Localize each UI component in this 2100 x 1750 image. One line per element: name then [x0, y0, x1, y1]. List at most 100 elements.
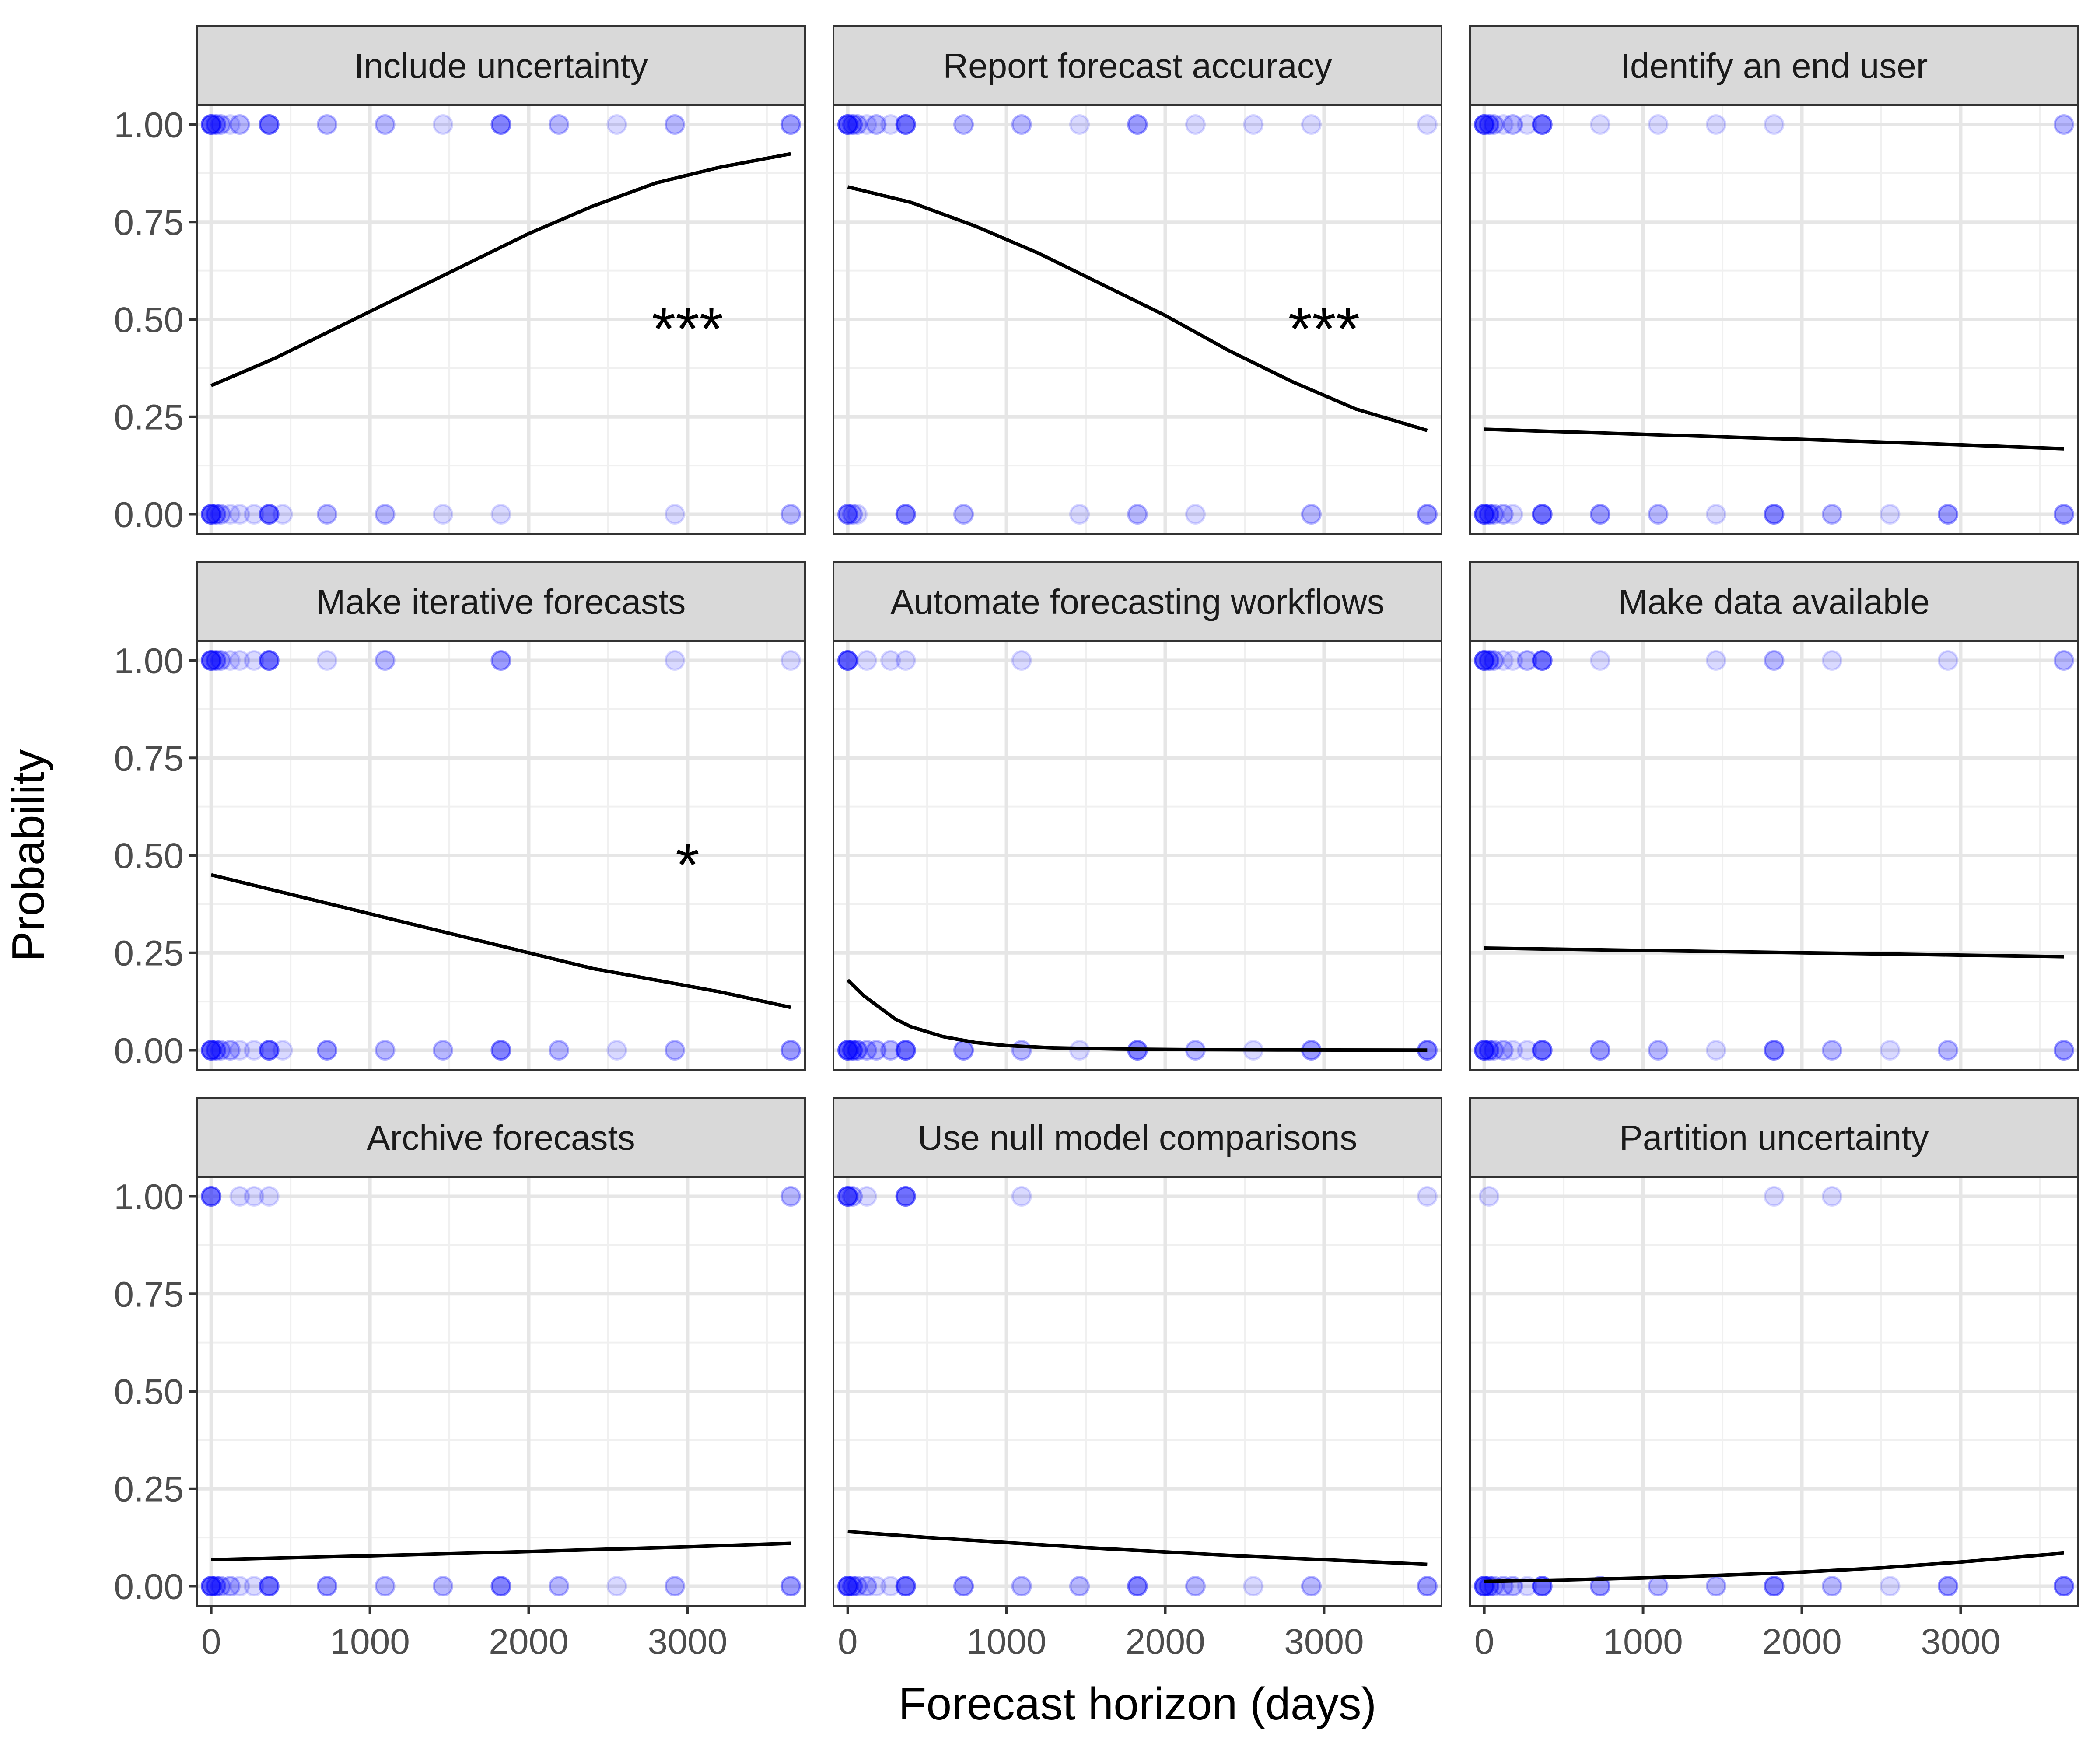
data-point-y0	[259, 1575, 280, 1596]
data-point-y1	[837, 650, 858, 671]
data-point-y1	[1474, 114, 1495, 135]
data-point-y1	[210, 114, 231, 135]
data-point-y1	[1937, 650, 1958, 671]
data-point-y0	[206, 504, 227, 525]
panel-border	[833, 1176, 1442, 1606]
data-point-y1	[664, 114, 685, 135]
data-point-y1	[1532, 114, 1553, 135]
data-point-y1	[229, 1186, 250, 1207]
data-point-y1	[1301, 114, 1322, 135]
data-point-y0	[1648, 504, 1669, 525]
data-point-y0	[780, 1575, 801, 1596]
data-point-y0	[837, 504, 858, 525]
data-point-y1	[837, 114, 858, 135]
data-point-y1	[880, 650, 901, 671]
data-point-y0	[1474, 1040, 1495, 1060]
data-point-y0	[866, 1040, 887, 1060]
data-point-y0	[2053, 1575, 2074, 1596]
data-point-y1	[1474, 114, 1495, 135]
x-tick-label: 0	[1474, 1622, 1494, 1662]
data-point-y1	[1532, 114, 1553, 135]
data-point-y1	[1764, 1186, 1785, 1207]
data-point-y0	[856, 1575, 877, 1596]
data-point-y0	[847, 1040, 868, 1060]
facet-panel-3: Identify an end user	[1469, 25, 2079, 535]
data-point-y0	[1532, 1040, 1553, 1060]
x-tick-label: 2000	[489, 1622, 568, 1662]
data-point-y0	[1821, 504, 1842, 525]
data-point-y1	[220, 650, 241, 671]
data-point-y1	[259, 114, 280, 135]
data-point-y1	[229, 114, 250, 135]
data-point-y1	[2053, 650, 2074, 671]
data-point-y1	[842, 114, 863, 135]
data-point-y1	[490, 114, 511, 135]
data-point-y1	[201, 650, 222, 671]
data-point-y0	[1648, 1040, 1669, 1060]
data-point-y0	[1937, 1040, 1958, 1060]
data-point-y0	[220, 1575, 241, 1596]
data-point-y1	[1821, 650, 1842, 671]
data-point-y0	[895, 1575, 916, 1596]
facet-panel-8: Use null model comparisons 0 1000 2000 3000	[833, 1097, 1442, 1662]
data-point-y0	[842, 1040, 863, 1060]
x-tick-label: 3000	[1921, 1622, 2000, 1662]
data-point-y0	[1483, 1040, 1504, 1060]
data-point-y0	[1590, 504, 1611, 525]
data-point-y0	[1590, 1040, 1611, 1060]
data-point-y0	[664, 504, 685, 525]
data-point-y0	[847, 1575, 868, 1596]
data-point-y0	[1417, 1575, 1438, 1596]
panel-title: Use null model comparisons	[918, 1118, 1358, 1157]
data-point-y1	[206, 650, 227, 671]
data-point-y0	[433, 1575, 454, 1596]
data-point-y1	[837, 650, 858, 671]
data-point-y0	[1483, 504, 1504, 525]
data-point-y0	[1880, 504, 1900, 525]
data-point-y1	[847, 114, 868, 135]
data-point-y1	[201, 114, 222, 135]
data-point-y0	[953, 1575, 974, 1596]
data-point-y1	[201, 114, 222, 135]
data-point-y0	[1417, 1575, 1438, 1596]
data-point-y0	[856, 1040, 877, 1060]
data-point-y0	[1417, 504, 1438, 525]
data-point-y0	[433, 1040, 454, 1060]
data-point-y0	[953, 1575, 974, 1596]
fitted-curve	[210, 152, 791, 388]
data-point-y1	[2053, 114, 2074, 135]
data-point-y0	[1532, 1040, 1553, 1060]
data-point-y0	[201, 1575, 222, 1596]
data-point-y0	[1880, 1040, 1900, 1060]
data-point-y0	[1532, 504, 1553, 525]
panel-title: Archive forecasts	[367, 1118, 635, 1157]
data-point-y0	[895, 1040, 916, 1060]
data-point-y1	[201, 650, 222, 671]
data-point-y0	[837, 504, 858, 525]
data-point-y0	[1532, 1040, 1553, 1060]
data-point-y0	[490, 1575, 511, 1596]
data-point-y0	[1502, 1040, 1523, 1060]
data-point-y0	[201, 504, 222, 525]
data-point-y1	[548, 114, 569, 135]
data-point-y1	[780, 1186, 801, 1207]
data-point-y1	[842, 114, 863, 135]
data-point-y0	[244, 504, 265, 525]
data-point-y0	[856, 1040, 877, 1060]
data-point-y1	[895, 114, 916, 135]
data-point-y1	[259, 114, 280, 135]
data-point-y1	[837, 114, 858, 135]
data-point-y1	[1474, 650, 1495, 671]
data-point-y0	[548, 1575, 569, 1596]
y-axis-title: Probability	[3, 749, 54, 962]
data-point-y1	[664, 650, 685, 671]
data-point-y0	[2053, 1575, 2074, 1596]
data-point-y1	[953, 114, 974, 135]
data-point-y0	[837, 1040, 858, 1060]
fitted-curve	[847, 1530, 1428, 1566]
data-point-y1	[259, 114, 280, 135]
panel-title: Make iterative forecasts	[316, 582, 686, 621]
data-point-y0	[837, 1040, 858, 1060]
data-point-y0	[2053, 1040, 2074, 1060]
